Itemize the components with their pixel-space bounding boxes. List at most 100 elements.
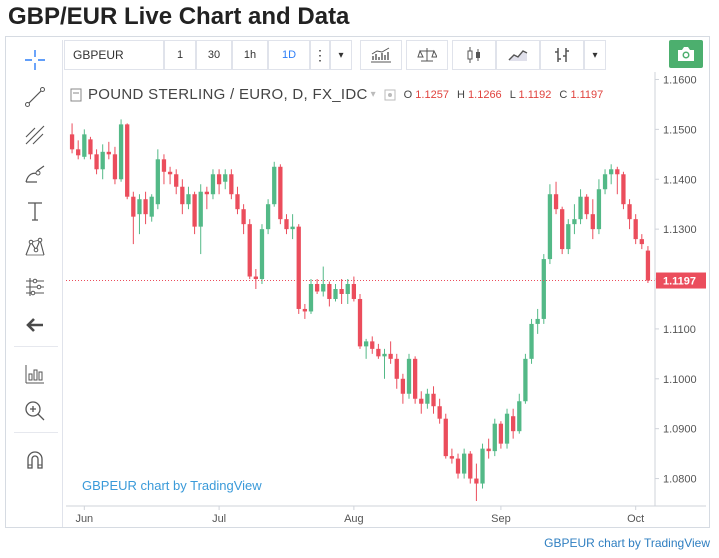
candle-body [357,298,363,347]
candle-body [584,196,589,215]
candle [253,269,258,289]
candle [272,161,277,207]
candles-style-button[interactable] [452,40,496,70]
magnet-tool[interactable] [20,447,50,473]
interval-1h-button[interactable]: 1h [232,40,268,70]
indicators-tool[interactable] [20,361,50,387]
candle [480,443,485,489]
settings-icon[interactable] [384,89,396,101]
candle [425,388,430,409]
area-style-button[interactable] [496,40,540,70]
candles-icon [467,47,480,63]
text-tool[interactable] [20,198,50,224]
candle [100,144,105,180]
candlestick-chart[interactable]: 1.16001.15001.14001.13001.12001.11001.10… [66,72,706,527]
candle [82,129,87,160]
candle [106,141,111,160]
candle [602,169,608,195]
candle-body [615,169,620,175]
candle [400,373,406,404]
y-tick-label: 1.1400 [663,174,697,186]
y-tick-label: 1.1000 [663,374,697,386]
brush-tool[interactable] [20,161,50,187]
candle [180,179,185,215]
interval-1d-button[interactable]: 1D [268,40,310,70]
candle [259,224,265,285]
candle [302,303,308,319]
y-tick-label: 1.1600 [663,74,697,86]
candle-body [560,209,565,250]
candle-body [155,159,160,205]
candle-body [596,189,602,230]
y-tick-label: 1.1100 [663,324,696,336]
crosshair-tool[interactable] [20,47,50,73]
chart-watermark-link[interactable]: GBPEUR chart by TradingView [82,478,262,493]
pattern-tool[interactable] [20,235,50,261]
back-arrow-tool[interactable] [20,312,50,338]
candle-body [265,204,271,230]
candle-body [609,169,614,175]
pitchfork-tool[interactable] [20,122,50,148]
price-chart[interactable]: 1.16001.15001.14001.13001.12001.11001.10… [66,72,706,527]
trend-line-tool[interactable] [20,84,50,110]
candle [357,293,363,349]
more-intervals-icon[interactable]: ⋮ [310,40,330,70]
candle-body [186,194,191,205]
candle [547,184,553,265]
candle-body [547,194,553,260]
candle [584,194,589,220]
candle-body [425,393,430,404]
compare-button[interactable] [406,40,448,70]
candle [437,398,442,424]
candle-body [468,453,473,479]
candle [278,164,283,225]
candle [560,206,565,255]
candle-body [412,358,418,399]
chart-style-dropdown-icon[interactable]: ▾ [584,40,606,70]
collapse-icon[interactable] [70,88,82,102]
zoom-tool[interactable] [20,398,50,424]
prediction-tool[interactable] [20,274,50,300]
symbol-dropdown-icon[interactable]: ▾ [370,89,376,100]
candle-body [602,174,608,190]
page-title: GBP/EUR Live Chart and Data [8,3,350,30]
candle-body [480,448,485,484]
candle [504,408,510,449]
scale-icon [417,48,437,62]
indicators-button[interactable] [360,40,402,70]
candle [553,181,559,215]
interval-1-button[interactable]: 1 [164,40,196,70]
candle-body [112,154,118,180]
candle [627,199,632,230]
candle-body [259,229,265,280]
chart-legend: POUND STERLING / EURO, D, FX_IDC ▾ O 1.1… [70,86,608,103]
candle-body [149,196,154,217]
candle [210,169,216,200]
candle [229,169,234,200]
candle [241,204,246,235]
low-label: L [509,88,516,101]
prediction-icon [26,278,44,296]
candle-body [192,194,197,227]
candle-body [253,276,258,280]
candle [296,224,301,314]
snapshot-button[interactable] [669,40,703,68]
bars-style-button[interactable] [540,40,584,70]
candle [388,341,393,364]
symbol-search-input[interactable]: GBPEUR [64,40,164,70]
candle-body [235,194,240,210]
candle-body [590,214,595,230]
candle [339,279,344,304]
candle-body [633,219,638,240]
candle-body [327,284,332,299]
candle-body [517,401,522,432]
candle-body [223,174,228,182]
candle [376,343,381,359]
candle-body [284,219,289,230]
candle-body [296,226,301,309]
attribution-link[interactable]: GBPEUR chart by TradingView [544,536,710,550]
interval-dropdown-icon[interactable]: ▾ [330,40,352,70]
zoom-icon [25,401,45,421]
interval-30-button[interactable]: 30 [196,40,232,70]
low-value: 1.1192 [518,88,552,101]
